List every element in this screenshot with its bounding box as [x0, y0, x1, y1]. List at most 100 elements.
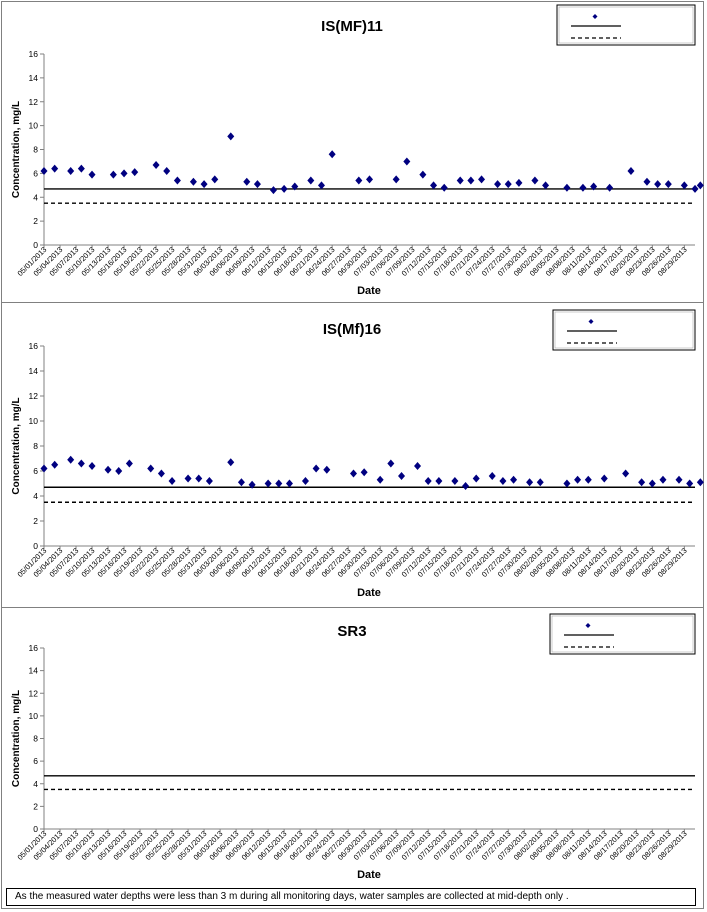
data-point [488, 472, 496, 480]
data-point [499, 477, 507, 485]
data-point [563, 183, 571, 192]
data-point [456, 176, 464, 185]
data-point [88, 170, 96, 179]
data-point [243, 177, 251, 186]
data-point [536, 478, 544, 487]
data-point [627, 166, 635, 175]
data-point [152, 161, 160, 170]
y-tick-label: 2 [33, 216, 38, 226]
data-point [109, 170, 117, 179]
data-point [590, 182, 598, 191]
data-point [403, 157, 411, 166]
data-point [51, 460, 59, 469]
data-point [360, 468, 368, 477]
y-tick-label: 16 [29, 49, 39, 59]
legend-marker-icon [592, 14, 598, 19]
data-point [584, 475, 592, 484]
data-point [163, 166, 171, 175]
data-point [414, 462, 422, 470]
data-point [398, 472, 406, 480]
data-point [696, 478, 704, 487]
y-axis-label: Concentration, mg/L [11, 397, 22, 494]
data-point [205, 477, 213, 485]
data-point [131, 168, 139, 177]
legend [552, 309, 696, 351]
data-point [77, 459, 85, 468]
legend-marker-icon [585, 623, 591, 628]
y-tick-label: 4 [33, 779, 38, 789]
data-point [424, 477, 432, 485]
panel-divider [1, 302, 704, 303]
data-point [376, 475, 384, 484]
y-tick-label: 4 [33, 491, 38, 501]
data-point [328, 150, 336, 159]
chart-title: IS(Mf)16 [323, 321, 381, 338]
y-tick-label: 2 [33, 516, 38, 526]
y-tick-label: 12 [29, 391, 39, 401]
data-point [291, 182, 299, 191]
data-point [494, 180, 502, 189]
data-point [659, 475, 667, 484]
data-point [638, 478, 646, 487]
data-point [115, 467, 123, 475]
data-point [189, 177, 197, 186]
data-point [600, 474, 608, 483]
data-point [686, 479, 694, 488]
y-tick-label: 2 [33, 801, 38, 811]
y-tick-label: 8 [33, 734, 38, 744]
chart-2-svg: IS(Mf)16 0 2 4 6 8 10 12 14 16 Concentration, mg/L… [11, 309, 704, 599]
data-point [125, 459, 133, 468]
y-tick-label: 8 [33, 441, 38, 451]
y-tick-label: 6 [33, 756, 38, 766]
data-point [435, 477, 443, 485]
y-tick-label: 12 [29, 688, 39, 698]
data-point [355, 176, 363, 185]
x-axis-label: Date [357, 869, 381, 881]
data-point [248, 480, 256, 489]
y-tick-label: 6 [33, 466, 38, 476]
y-tick-label: 8 [33, 145, 38, 155]
data-point [264, 479, 272, 488]
data-point [200, 180, 208, 189]
y-tick-label: 0 [33, 541, 38, 551]
data-point [579, 183, 587, 192]
data-point [675, 475, 683, 484]
y-tick-label: 4 [33, 192, 38, 202]
data-point [419, 170, 427, 179]
data-point [526, 478, 534, 487]
data-point [451, 477, 459, 485]
data-point [40, 166, 48, 175]
data-point [606, 183, 614, 192]
data-point [51, 164, 59, 173]
data-point [366, 175, 373, 184]
data-point [104, 465, 112, 474]
data-point [430, 181, 438, 190]
data-point [515, 178, 523, 187]
y-tick-label: 10 [29, 711, 39, 721]
data-point [387, 459, 395, 468]
panel-divider [1, 607, 704, 608]
chart-panel-2: IS(Mf)16 0 2 4 6 8 10 12 14 16 Concentration, mg/L… [1, 303, 704, 606]
data-point [542, 181, 550, 190]
data-point [285, 479, 293, 488]
data-point [77, 164, 85, 173]
data-point [88, 462, 96, 470]
data-point [622, 469, 630, 478]
y-tick-label: 10 [29, 121, 39, 131]
data-point [237, 478, 245, 487]
y-tick-label: 6 [33, 168, 38, 178]
y-tick-label: 0 [33, 824, 38, 834]
y-tick-label: 14 [29, 666, 39, 676]
y-axis-label: Concentration, mg/L [11, 101, 22, 198]
y-tick-label: 16 [29, 643, 39, 653]
chart-title: IS(MF)11 [321, 18, 383, 35]
data-point [467, 176, 475, 185]
chart-1-svg: IS(MF)11 0 2 4 6 8 10 12 14 16 Concentration, mg/L… [11, 4, 704, 297]
data-point [120, 169, 128, 178]
legend-marker-icon [588, 319, 594, 324]
footnote: As the measured water depths were less t… [6, 888, 696, 906]
y-tick-label: 16 [29, 341, 39, 351]
legend [556, 4, 696, 46]
data-point [392, 175, 400, 184]
